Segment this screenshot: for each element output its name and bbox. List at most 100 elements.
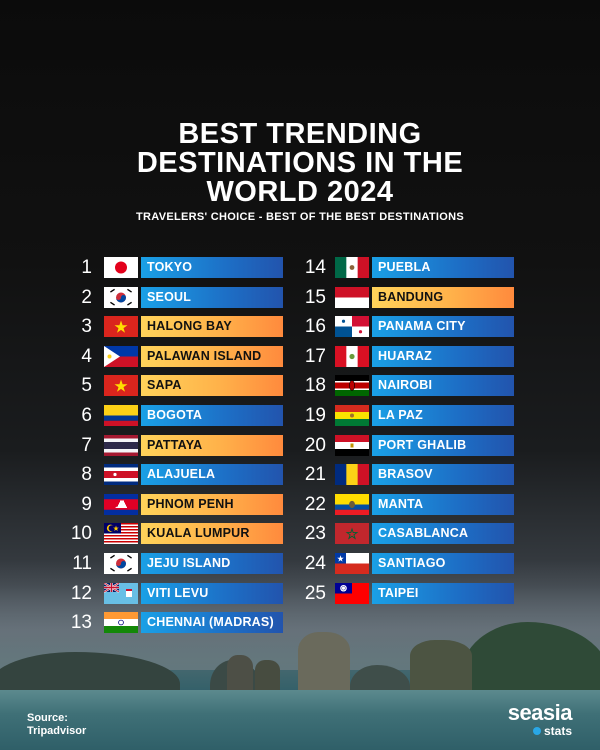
destination-name: MANTA: [372, 493, 514, 515]
rank-number: 21: [304, 464, 326, 486]
rank-number: 23: [304, 523, 326, 545]
list-item: 5 SAPA: [0, 375, 600, 397]
rank-number: 19: [304, 405, 326, 426]
destination-name: HUARAZ: [372, 345, 514, 367]
flag-co-icon: [104, 405, 138, 426]
list-item: 4 PALAWAN ISLAND: [0, 345, 600, 367]
list-item: 17 HUARAZ: [0, 345, 600, 367]
destination-name: NAIROBI: [372, 375, 514, 397]
rank-number: 2: [81, 286, 92, 308]
rank-number: 10: [70, 523, 92, 545]
destination-name: CHENNAI (MADRAS): [141, 612, 283, 634]
limestone-rock: [227, 655, 253, 693]
limestone-rock: [298, 632, 350, 693]
flag-kr-icon: [104, 553, 138, 574]
rank-number: 5: [81, 375, 92, 397]
rank-number: 14: [304, 257, 326, 278]
rank-number: 13: [70, 612, 92, 634]
list-item: 15 BANDUNG: [0, 286, 600, 308]
destination-name: PUEBLA: [372, 257, 514, 278]
rank-number: 20: [304, 434, 326, 456]
rank-number: 15: [304, 286, 326, 308]
list-item: 19 LA PAZ: [0, 405, 600, 426]
source-label: Source:: [27, 712, 68, 724]
rank-number: 18: [304, 375, 326, 397]
list-item: 3 HALONG BAY: [0, 316, 600, 338]
destination-name: TOKYO: [141, 257, 283, 278]
list-item: 18 NAIROBI: [0, 375, 600, 397]
destination-name: BOGOTA: [141, 405, 283, 426]
destination-name: VITI LEVU: [141, 582, 283, 604]
rank-number: 4: [81, 345, 92, 367]
destination-name: PALAWAN ISLAND: [141, 345, 283, 367]
rank-number: 17: [304, 345, 326, 367]
flag-th-icon: [104, 434, 138, 456]
flag-ma-icon: [335, 523, 369, 545]
page-title: BEST TRENDING DESTINATIONS IN THE WORLD …: [0, 120, 600, 207]
source-value: Tripadvisor: [27, 725, 87, 737]
rank-number: 6: [81, 405, 92, 426]
flag-kr-icon: [104, 286, 138, 308]
destination-name: LA PAZ: [372, 405, 514, 426]
rank-number: 24: [304, 553, 326, 574]
list-item: 7 PATTAYA: [0, 434, 600, 456]
destination-name: SANTIAGO: [372, 553, 514, 574]
flag-jp-icon: [104, 257, 138, 278]
flag-bo-icon: [335, 405, 369, 426]
flag-tw-icon: [335, 582, 369, 604]
list-item: 24 SANTIAGO: [0, 553, 600, 574]
logo-wordmark: seasia: [507, 700, 573, 725]
limestone-rock: [255, 660, 280, 693]
logo-dot-icon: [532, 727, 541, 735]
title-line: WORLD 2024: [206, 176, 394, 208]
list-item: 8 ALAJUELA: [0, 464, 600, 486]
list-item: 6 BOGOTA: [0, 405, 600, 426]
list-item: 20 PORT GHALIB: [0, 434, 600, 456]
flag-ec-icon: [335, 493, 369, 515]
flag-in-icon: [104, 612, 138, 634]
list-item: 22 MANTA: [0, 493, 600, 515]
destination-name: BRASOV: [372, 464, 514, 486]
list-item: 16 PANAMA CITY: [0, 316, 600, 338]
list-item: 9 PHNOM PENH: [0, 493, 600, 515]
rank-number: 12: [70, 582, 92, 604]
rank-number: 1: [81, 257, 92, 278]
list-item: 1 TOKYO: [0, 257, 600, 278]
flag-mx-icon: [335, 257, 369, 278]
rank-number: 22: [304, 493, 326, 515]
list-item: 2 SEOUL: [0, 286, 600, 308]
flag-eg-icon: [335, 434, 369, 456]
source-note: Source: Tripadvisor: [27, 712, 86, 738]
rank-number: 8: [81, 464, 92, 486]
limestone-rock: [410, 640, 472, 693]
list-item: 23 CASABLANCA: [0, 523, 600, 545]
flag-ro-icon: [335, 464, 369, 486]
background-water: [0, 690, 600, 750]
destination-name: PHNOM PENH: [141, 493, 283, 515]
flag-pe-icon: [335, 345, 369, 367]
flag-id-icon: [335, 286, 369, 308]
list-item: 12 VITI LEVU: [0, 582, 600, 604]
title-line: BEST TRENDING: [178, 118, 422, 150]
flag-pa-icon: [335, 316, 369, 338]
flag-cl-icon: [335, 553, 369, 574]
destination-name: PANAMA CITY: [372, 316, 514, 338]
destination-name: PORT GHALIB: [372, 434, 514, 456]
brand-logo: seasia stats: [507, 700, 573, 739]
flag-vn-icon: [104, 375, 138, 397]
flag-ph-icon: [104, 345, 138, 367]
destination-name: TAIPEI: [372, 582, 514, 604]
flag-fj-icon: [104, 582, 138, 604]
destination-name: PATTAYA: [141, 434, 283, 456]
flag-my-icon: [104, 523, 138, 545]
title-line: DESTINATIONS IN THE: [136, 147, 464, 179]
subtitle: TRAVELERS' CHOICE - BEST OF THE BEST DES…: [136, 211, 464, 223]
list-item: 11 JEJU ISLAND: [0, 553, 600, 574]
rank-number: 9: [81, 493, 92, 515]
destination-name: KUALA LUMPUR: [141, 523, 283, 545]
destination-name: ALAJUELA: [141, 464, 283, 486]
rank-number: 25: [304, 582, 326, 604]
rank-number: 11: [72, 553, 92, 574]
destination-name: SAPA: [141, 375, 283, 397]
destination-name: BANDUNG: [372, 286, 514, 308]
